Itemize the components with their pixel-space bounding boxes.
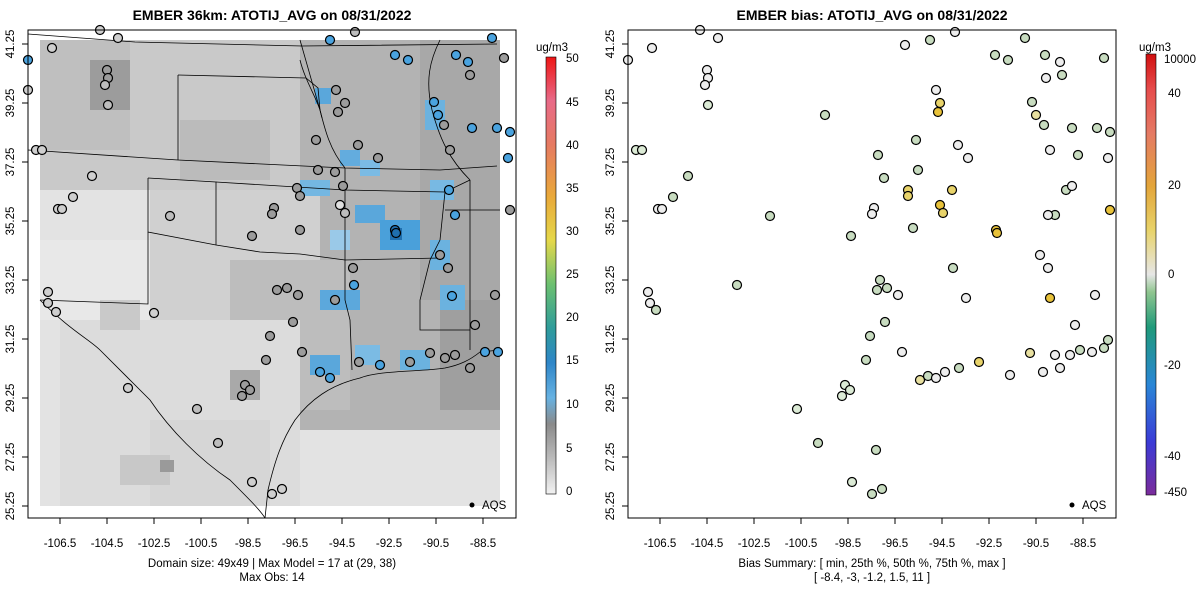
right-x-tick-label: -98.5 <box>835 538 861 550</box>
right-x-tick-label: -106.5 <box>644 538 677 550</box>
left-colorbar-tick: 5 <box>566 443 572 455</box>
right-y-tick-label: 39.25 <box>605 89 617 118</box>
left-model-grid <box>40 40 500 506</box>
left-x-tick-label: -100.5 <box>185 538 218 550</box>
left-y-tick-label: 33.25 <box>5 266 17 295</box>
left-y-tick-label: 29.25 <box>5 384 17 413</box>
left-colorbar-tick: 50 <box>566 53 579 65</box>
left-colorbar-tick: 30 <box>566 226 579 238</box>
left-y-axis: 41.25 39.25 37.25 35.25 33.25 31.25 29.2… <box>5 30 28 521</box>
left-colorbar-tick: 45 <box>566 97 579 109</box>
right-x-tick-label: -88.5 <box>1070 538 1096 550</box>
left-colorbar-tick: 15 <box>566 355 579 367</box>
right-colorbar-unit: ug/m3 <box>1139 42 1171 54</box>
left-y-tick-label: 25.25 <box>5 492 17 521</box>
left-y-tick-label: 39.25 <box>5 89 17 118</box>
left-title: EMBER 36km: ATOTIJ_AVG on 08/31/2022 <box>133 7 412 23</box>
right-title: EMBER bias: ATOTIJ_AVG on 08/31/2022 <box>736 7 1007 23</box>
left-colorbar-tick: 0 <box>566 486 572 498</box>
right-x-axis: -106.5 -104.5 -102.5 -100.5 -98.5 -96.5 … <box>644 518 1096 550</box>
right-y-tick-label: 35.25 <box>605 207 617 236</box>
left-x-tick-label: -88.5 <box>470 538 496 550</box>
right-plot-frame <box>627 29 1117 519</box>
left-colorbar-tick: 35 <box>566 183 579 195</box>
right-colorbar-tick: 10000 <box>1164 54 1196 66</box>
left-x-tick-label: -94.5 <box>329 538 355 550</box>
left-x-tick-label: -106.5 <box>44 538 77 550</box>
right-x-tick-label: -102.5 <box>738 538 771 550</box>
right-y-axis: 41.25 39.25 37.25 35.25 33.25 31.25 29.2… <box>605 30 628 521</box>
left-y-tick-label: 31.25 <box>5 325 17 354</box>
left-y-tick-label: 35.25 <box>5 207 17 236</box>
left-plot-frame <box>27 29 517 519</box>
right-y-tick-label: 37.25 <box>605 148 617 177</box>
left-aqs-sites <box>22 24 516 500</box>
right-x-tick-label: -94.5 <box>929 538 955 550</box>
left-y-tick-label: 41.25 <box>5 30 17 59</box>
right-map-panel: EMBER bias: ATOTIJ_AVG on 08/31/2022 <box>605 7 1196 584</box>
right-y-tick-label: 27.25 <box>605 443 617 472</box>
right-colorbar-tick: 20 <box>1168 180 1181 192</box>
left-colorbar-tick: 20 <box>566 312 579 324</box>
left-x-tick-label: -96.5 <box>282 538 308 550</box>
left-footer-line2: Max Obs: 14 <box>239 572 305 584</box>
right-x-tick-label: -96.5 <box>882 538 908 550</box>
right-y-tick-label: 29.25 <box>605 384 617 413</box>
left-x-tick-label: -102.5 <box>138 538 171 550</box>
left-x-tick-label: -90.5 <box>423 538 449 550</box>
right-y-tick-label: 33.25 <box>605 266 617 295</box>
left-x-axis: -106.5 -104.5 -102.5 -100.5 -98.5 -96.5 … <box>44 518 496 550</box>
right-colorbar-tick: -40 <box>1164 451 1181 463</box>
left-x-tick-label: -98.5 <box>235 538 261 550</box>
right-colorbar: ug/m3 10000 40 20 0 -20 -40 -450 <box>1139 42 1196 499</box>
right-colorbar-tick: 40 <box>1168 88 1181 100</box>
left-y-tick-label: 37.25 <box>5 148 17 177</box>
left-aqs-legend-dot <box>469 502 475 508</box>
right-x-tick-label: -90.5 <box>1023 538 1049 550</box>
right-x-tick-label: -92.5 <box>976 538 1002 550</box>
right-y-tick-label: 25.25 <box>605 492 617 521</box>
left-map-panel: EMBER 36km: ATOTIJ_AVG on 08/31/2022 <box>5 7 579 584</box>
left-y-tick-label: 27.25 <box>5 443 17 472</box>
left-colorbar-tick: 40 <box>566 140 579 152</box>
right-aqs-sites <box>622 24 1116 500</box>
right-colorbar-tick: -20 <box>1164 360 1181 372</box>
left-colorbar-tick: 10 <box>566 399 579 411</box>
right-colorbar-tick: -450 <box>1164 487 1187 499</box>
right-y-tick-label: 41.25 <box>605 30 617 59</box>
right-y-tick-label: 31.25 <box>605 325 617 354</box>
right-aqs-legend-dot <box>1069 502 1075 508</box>
left-x-tick-label: -104.5 <box>91 538 124 550</box>
right-x-tick-label: -104.5 <box>691 538 724 550</box>
left-x-tick-label: -92.5 <box>376 538 402 550</box>
left-colorbar: ug/m3 50 45 40 35 30 25 20 15 10 5 0 <box>536 42 579 498</box>
left-aqs-legend-label: AQS <box>482 500 507 512</box>
left-colorbar-unit: ug/m3 <box>536 42 568 54</box>
right-aqs-legend-label: AQS <box>1082 500 1107 512</box>
left-boundaries <box>28 33 501 518</box>
left-footer-line1: Domain size: 49x49 | Max Model = 17 at (… <box>148 558 396 570</box>
right-x-tick-label: -100.5 <box>785 538 818 550</box>
right-footer-line1: Bias Summary: [ min, 25th %, 50th %, 75t… <box>738 558 1005 570</box>
left-colorbar-tick: 25 <box>566 269 579 281</box>
right-footer-line2: [ -8.4, -3, -1.2, 1.5, 11 ] <box>814 572 930 584</box>
right-colorbar-tick: 0 <box>1168 269 1174 281</box>
